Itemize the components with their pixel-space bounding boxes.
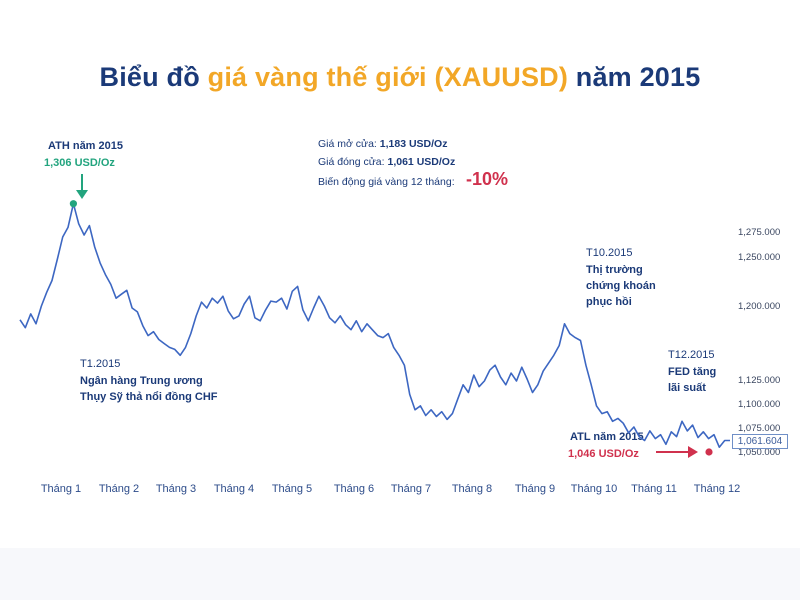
change-value: -10% bbox=[466, 169, 509, 189]
close-price-value: 1,061 USD/Oz bbox=[387, 156, 456, 168]
open-price-label: Giá mở cửa: bbox=[318, 138, 380, 150]
t12-line-2: lãi suất bbox=[668, 382, 706, 394]
x-tick-label: Tháng 10 bbox=[571, 483, 617, 495]
x-tick-label: Tháng 5 bbox=[272, 483, 312, 495]
bottom-band bbox=[0, 548, 800, 600]
x-tick-label: Tháng 1 bbox=[41, 483, 81, 495]
t10-date: T10.2015 bbox=[586, 247, 633, 259]
x-tick-label: Tháng 9 bbox=[515, 483, 555, 495]
t1-date: T1.2015 bbox=[80, 358, 121, 370]
atl-title: ATL năm 2015 bbox=[570, 431, 644, 443]
title-part-2: giá vàng thế giới (XAUUSD) bbox=[207, 62, 569, 92]
open-price-stat: Giá mở cửa: 1,183 USD/Oz bbox=[318, 138, 447, 150]
x-tick-label: Tháng 2 bbox=[99, 483, 139, 495]
x-tick-label: Tháng 8 bbox=[452, 483, 492, 495]
price-line bbox=[19, 202, 730, 448]
title-part-3: năm 2015 bbox=[568, 62, 701, 92]
y-tick-label: 1,250.000 bbox=[738, 252, 780, 263]
ath-marker bbox=[69, 200, 77, 208]
x-axis: Tháng 1 Tháng 2 Tháng 3 Tháng 4 Tháng 5 Tháng… bbox=[41, 483, 740, 495]
y-tick-label: 1,075.000 bbox=[738, 423, 780, 434]
x-tick-label: Tháng 7 bbox=[391, 483, 431, 495]
y-tick-label: 1,125.000 bbox=[738, 375, 780, 386]
x-tick-label: Tháng 6 bbox=[334, 483, 374, 495]
close-price-stat: Giá đóng cửa: 1,061 USD/Oz bbox=[318, 156, 455, 168]
t10-line-1: Thị trường bbox=[586, 264, 643, 276]
x-tick-label: Tháng 12 bbox=[694, 483, 740, 495]
change-label: Biến động giá vàng 12 tháng: bbox=[318, 176, 455, 188]
t1-line-2: Thụy Sỹ thả nổi đồng CHF bbox=[80, 391, 218, 403]
ath-arrow bbox=[76, 174, 88, 199]
x-tick-label: Tháng 11 bbox=[631, 483, 677, 495]
t10-line-2: chứng khoán bbox=[586, 280, 656, 292]
close-price-label: Giá đóng cửa: bbox=[318, 156, 388, 168]
last-price-badge: 1,061.604 bbox=[732, 434, 788, 449]
t10-line-3: phục hồi bbox=[586, 296, 632, 308]
x-tick-label: Tháng 3 bbox=[156, 483, 196, 495]
t12-line-1: FED tăng bbox=[668, 366, 717, 378]
t12-date: T12.2015 bbox=[668, 349, 715, 361]
y-tick-label: 1,275.000 bbox=[738, 227, 780, 238]
y-tick-label: 1,050.000 bbox=[738, 447, 780, 458]
atl-value: 1,046 USD/Oz bbox=[568, 448, 639, 460]
atl-arrow bbox=[656, 446, 698, 458]
change-stat: Biến động giá vàng 12 tháng: bbox=[318, 176, 455, 188]
y-axis: 1,275.000 1,250.000 1,200.000 1,125.000 1,10… bbox=[738, 227, 780, 458]
ath-title: ATH năm 2015 bbox=[48, 140, 123, 152]
x-tick-label: Tháng 4 bbox=[214, 483, 254, 495]
atl-marker bbox=[705, 448, 713, 456]
y-tick-label: 1,200.000 bbox=[738, 301, 780, 312]
title-part-1: Biểu đồ bbox=[99, 62, 208, 92]
chart-title: Biểu đồ giá vàng thế giới (XAUUSD) năm 2… bbox=[0, 62, 800, 93]
y-tick-label: 1,100.000 bbox=[738, 399, 780, 410]
ath-value: 1,306 USD/Oz bbox=[44, 157, 115, 169]
t1-line-1: Ngân hàng Trung ương bbox=[80, 375, 203, 387]
open-price-value: 1,183 USD/Oz bbox=[379, 138, 448, 150]
